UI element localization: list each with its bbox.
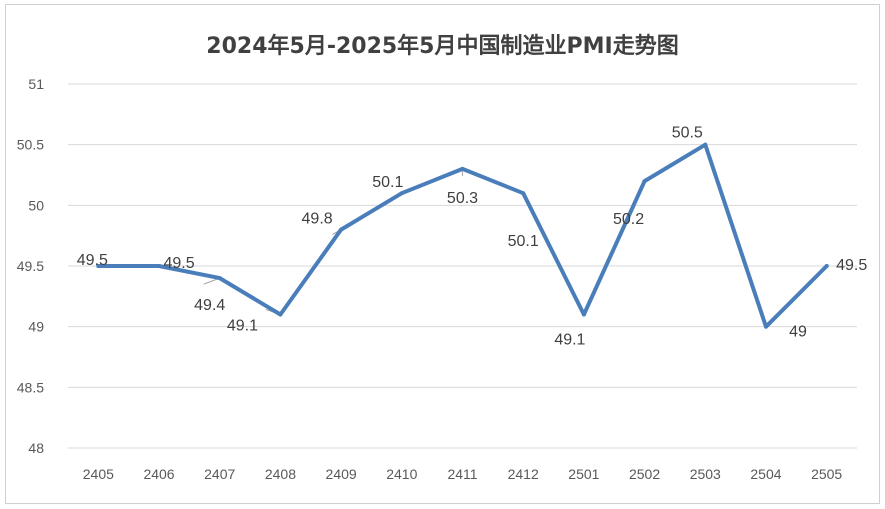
y-tick-label: 51 bbox=[28, 76, 44, 92]
data-label: 50.1 bbox=[372, 174, 403, 191]
data-point bbox=[278, 312, 283, 317]
data-labels: 49.5 49.549.449.149.850.150.350.149.150.2… bbox=[77, 125, 868, 349]
data-point bbox=[217, 276, 222, 281]
data-label: 50.1 bbox=[508, 233, 539, 250]
x-tick-label: 2411 bbox=[447, 466, 477, 482]
x-tick-label: 2504 bbox=[750, 466, 781, 482]
data-point bbox=[763, 324, 768, 329]
x-tick-label: 2505 bbox=[811, 466, 842, 482]
chart-frame bbox=[5, 4, 880, 504]
data-point bbox=[824, 264, 829, 268]
data-point bbox=[399, 191, 404, 196]
x-tick-label: 2407 bbox=[204, 466, 235, 482]
x-tick-label: 2503 bbox=[690, 466, 721, 482]
data-label: 49.4 bbox=[194, 297, 225, 314]
data-point bbox=[581, 312, 586, 317]
y-tick-label: 48 bbox=[28, 440, 44, 456]
data-label: 49.5 bbox=[77, 252, 108, 269]
chart-title: 2024年5月-2025年5月中国制造业PMI走势图 bbox=[206, 34, 679, 59]
y-tick-label: 49.5 bbox=[17, 258, 44, 274]
data-label: 50.5 bbox=[672, 125, 703, 142]
data-label: 50.2 bbox=[613, 211, 644, 228]
data-label: 49.1 bbox=[227, 318, 258, 335]
x-tick-label: 2412 bbox=[508, 466, 539, 482]
x-tick-label: 2408 bbox=[265, 466, 296, 482]
data-label: 50.3 bbox=[447, 190, 478, 207]
x-tick-label: 2410 bbox=[386, 466, 417, 482]
data-point bbox=[460, 166, 465, 171]
data-label: 49.5 bbox=[836, 257, 867, 274]
y-tick-label: 50 bbox=[28, 197, 44, 213]
data-label: 49 bbox=[789, 324, 807, 341]
data-point bbox=[96, 264, 101, 268]
data-point bbox=[521, 191, 526, 196]
data-point bbox=[703, 142, 708, 147]
x-tick-labels: 2405 2406 2407 2408 2409 2410 2411 2412 2501 2502… bbox=[83, 466, 843, 482]
x-tick-label: 2502 bbox=[629, 466, 660, 482]
data-point bbox=[157, 264, 162, 268]
data-label: 49.1 bbox=[554, 332, 585, 349]
y-tick-label: 50.5 bbox=[17, 137, 44, 153]
data-point bbox=[642, 179, 647, 184]
y-tick-labels: 51 50.5 50 49.5 49 48.5 48 bbox=[17, 76, 44, 456]
x-tick-label: 2406 bbox=[143, 466, 174, 482]
y-tick-label: 49 bbox=[28, 319, 44, 335]
x-tick-label: 2501 bbox=[568, 466, 599, 482]
x-tick-label: 2405 bbox=[83, 466, 114, 482]
x-tick-label: 2409 bbox=[326, 466, 357, 482]
data-label: 49.5 bbox=[163, 255, 194, 272]
y-tick-label: 48.5 bbox=[17, 379, 44, 395]
data-label: 49.8 bbox=[302, 211, 333, 228]
series-line bbox=[96, 142, 829, 329]
data-point bbox=[339, 227, 344, 232]
